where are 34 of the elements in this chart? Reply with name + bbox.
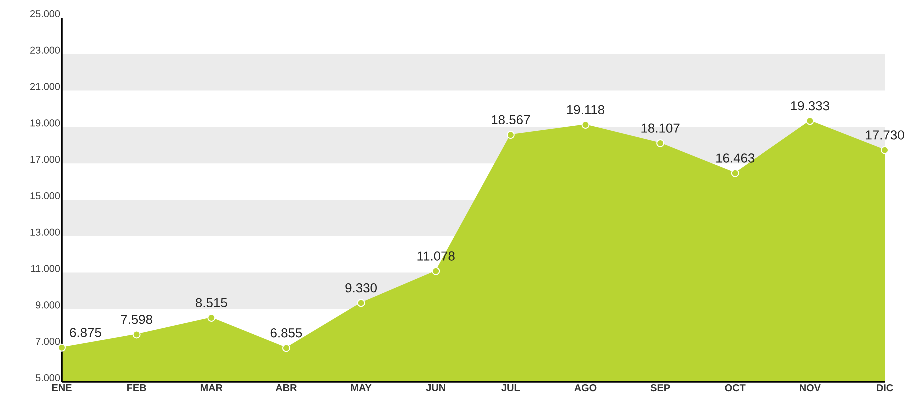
x-tick-label: DIC bbox=[877, 384, 894, 392]
data-label: 18.107 bbox=[642, 124, 680, 133]
data-label: 6.855 bbox=[270, 328, 302, 338]
data-label: 16.463 bbox=[716, 154, 755, 163]
data-label: 7.598 bbox=[121, 315, 152, 324]
data-label: 17.730 bbox=[866, 130, 904, 140]
data-label: 19.118 bbox=[567, 105, 604, 115]
data-label: 8.515 bbox=[196, 298, 228, 308]
x-tick-label: JUN bbox=[426, 384, 446, 392]
y-tick-label: 13.000 bbox=[30, 228, 60, 236]
y-tick-label: 25.000 bbox=[30, 10, 60, 18]
y-tick-label: 7.000 bbox=[36, 338, 60, 346]
x-tick-label: OCT bbox=[725, 384, 746, 392]
x-tick-label: JUL bbox=[502, 384, 520, 392]
x-tick-label: FEB bbox=[128, 384, 146, 392]
y-tick-label: 21.000 bbox=[30, 83, 60, 90]
data-label: 19.333 bbox=[791, 101, 830, 111]
data-label: 18.567 bbox=[492, 115, 530, 125]
x-tick-label: MAR bbox=[200, 384, 223, 392]
x-tick-label: NOV bbox=[800, 384, 821, 392]
data-label: 9.330 bbox=[346, 284, 377, 293]
x-tick-label: ENE bbox=[52, 384, 72, 392]
x-tick-label: SEP bbox=[650, 384, 670, 392]
y-tick-label: 17.000 bbox=[30, 156, 60, 164]
y-tick-label: 11.000 bbox=[32, 265, 60, 272]
x-tick-label: AGO bbox=[574, 384, 597, 392]
y-tick-label: 9.000 bbox=[36, 302, 60, 309]
x-tick-label: ABR bbox=[276, 384, 298, 392]
y-tick-label: 15.000 bbox=[30, 192, 60, 200]
y-tick-label: 23.000 bbox=[30, 46, 60, 54]
x-tick-label: MAY bbox=[351, 384, 372, 392]
data-label: 6.875 bbox=[70, 328, 102, 338]
y-tick-label: 5.000 bbox=[36, 374, 60, 382]
y-tick-label: 19.000 bbox=[30, 120, 60, 127]
